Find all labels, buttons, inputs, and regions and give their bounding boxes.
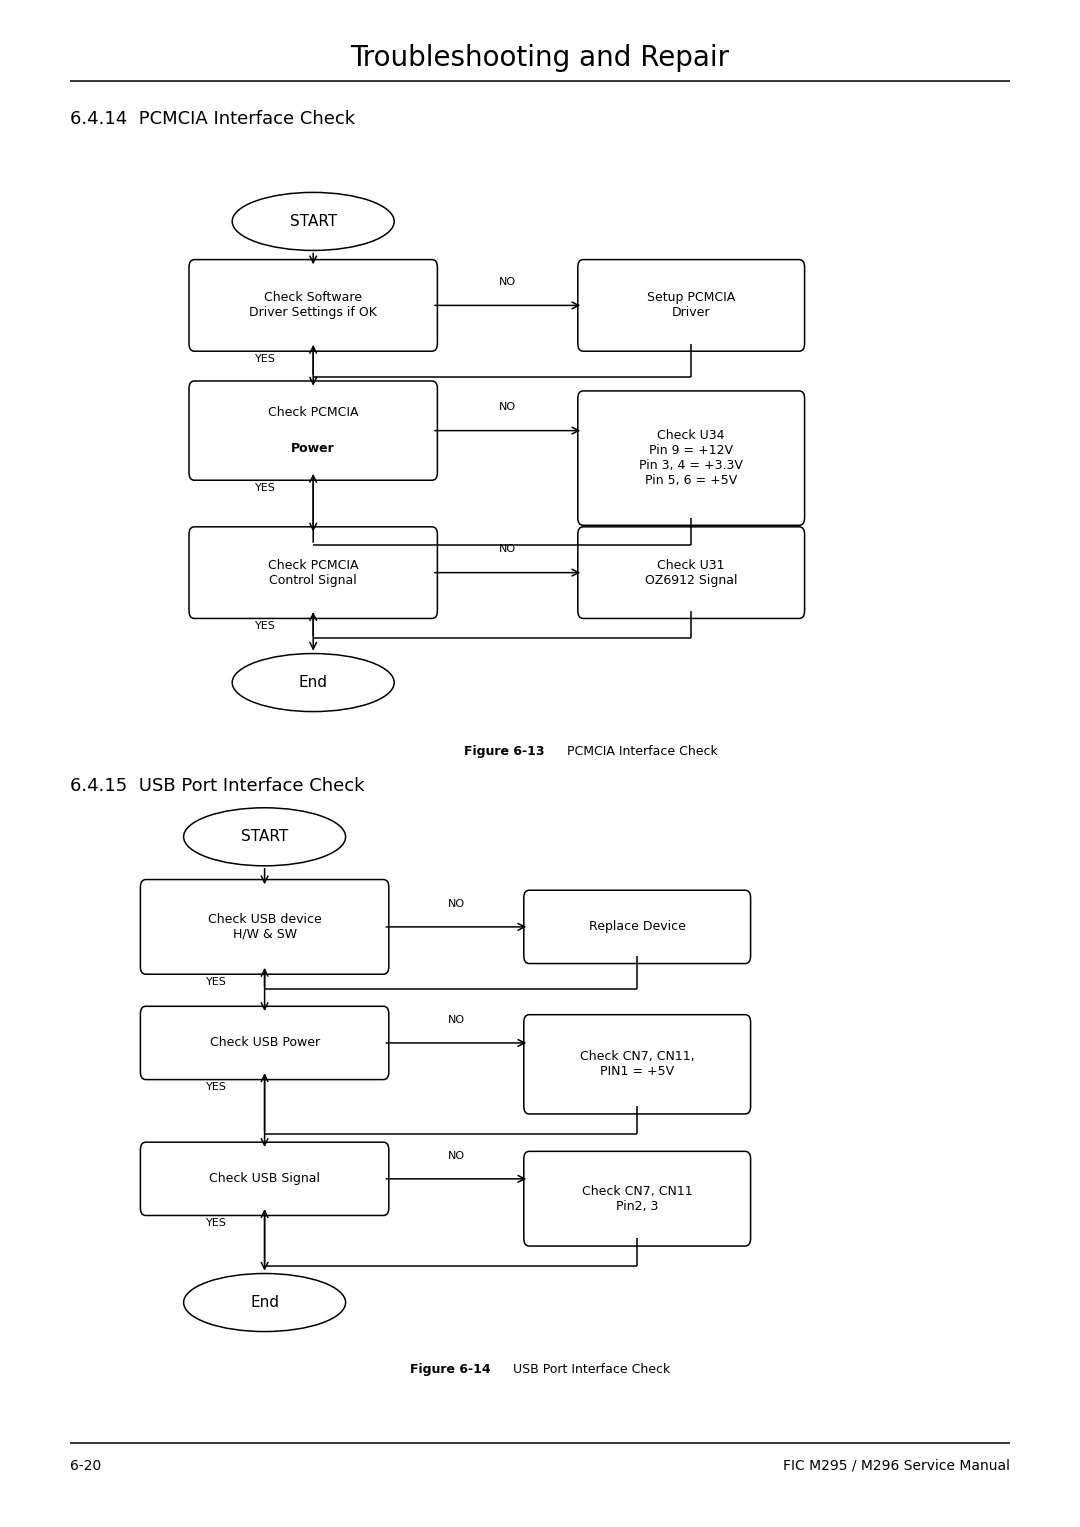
Ellipse shape (232, 654, 394, 712)
FancyBboxPatch shape (140, 1006, 389, 1080)
FancyBboxPatch shape (524, 1151, 751, 1246)
Text: FIC M295 / M296 Service Manual: FIC M295 / M296 Service Manual (783, 1458, 1010, 1474)
FancyBboxPatch shape (140, 880, 389, 974)
FancyBboxPatch shape (578, 527, 805, 618)
Text: Check U34
Pin 9 = +12V
Pin 3, 4 = +3.3V
Pin 5, 6 = +5V: Check U34 Pin 9 = +12V Pin 3, 4 = +3.3V … (639, 429, 743, 487)
Text: YES: YES (255, 483, 275, 493)
FancyBboxPatch shape (189, 260, 437, 351)
Text: NO: NO (448, 1150, 464, 1161)
FancyBboxPatch shape (140, 1142, 389, 1215)
Text: START: START (289, 214, 337, 229)
Text: NO: NO (448, 1014, 464, 1025)
Ellipse shape (232, 192, 394, 250)
FancyBboxPatch shape (524, 890, 751, 964)
Text: Power: Power (292, 441, 335, 455)
FancyBboxPatch shape (578, 391, 805, 525)
Text: Figure 6-13: Figure 6-13 (464, 745, 545, 757)
Ellipse shape (184, 1274, 346, 1332)
Text: Check PCMCIA: Check PCMCIA (268, 406, 359, 420)
Text: 6-20: 6-20 (70, 1458, 102, 1474)
Text: Setup PCMCIA
Driver: Setup PCMCIA Driver (647, 292, 735, 319)
Text: Check CN7, CN11
Pin2, 3: Check CN7, CN11 Pin2, 3 (582, 1185, 692, 1212)
Text: PCMCIA Interface Check: PCMCIA Interface Check (567, 745, 718, 757)
Text: End: End (251, 1295, 279, 1310)
Text: YES: YES (255, 354, 275, 363)
Text: NO: NO (499, 544, 516, 554)
Text: YES: YES (206, 1219, 227, 1228)
Text: End: End (299, 675, 327, 690)
Text: NO: NO (499, 276, 516, 287)
FancyBboxPatch shape (578, 260, 805, 351)
Text: Check CN7, CN11,
PIN1 = +5V: Check CN7, CN11, PIN1 = +5V (580, 1051, 694, 1078)
FancyBboxPatch shape (189, 527, 437, 618)
Text: YES: YES (206, 977, 227, 986)
Text: Figure 6-14: Figure 6-14 (410, 1364, 491, 1376)
Text: Check PCMCIA
Control Signal: Check PCMCIA Control Signal (268, 559, 359, 586)
Text: 6.4.14  PCMCIA Interface Check: 6.4.14 PCMCIA Interface Check (70, 110, 355, 128)
Text: Check U31
OZ6912 Signal: Check U31 OZ6912 Signal (645, 559, 738, 586)
Text: Replace Device: Replace Device (589, 921, 686, 933)
Text: Check USB Power: Check USB Power (210, 1037, 320, 1049)
Text: YES: YES (255, 621, 275, 631)
Text: USB Port Interface Check: USB Port Interface Check (513, 1364, 671, 1376)
FancyBboxPatch shape (189, 380, 437, 479)
Text: Troubleshooting and Repair: Troubleshooting and Repair (350, 44, 730, 72)
Text: YES: YES (206, 1083, 227, 1092)
Ellipse shape (184, 808, 346, 866)
Text: NO: NO (499, 402, 516, 412)
Text: Check USB Signal: Check USB Signal (210, 1173, 320, 1185)
Text: NO: NO (448, 898, 464, 909)
Text: START: START (241, 829, 288, 844)
FancyBboxPatch shape (524, 1014, 751, 1115)
Text: 6.4.15  USB Port Interface Check: 6.4.15 USB Port Interface Check (70, 777, 365, 796)
Text: Check Software
Driver Settings if OK: Check Software Driver Settings if OK (249, 292, 377, 319)
Text: Check USB device
H/W & SW: Check USB device H/W & SW (207, 913, 322, 941)
